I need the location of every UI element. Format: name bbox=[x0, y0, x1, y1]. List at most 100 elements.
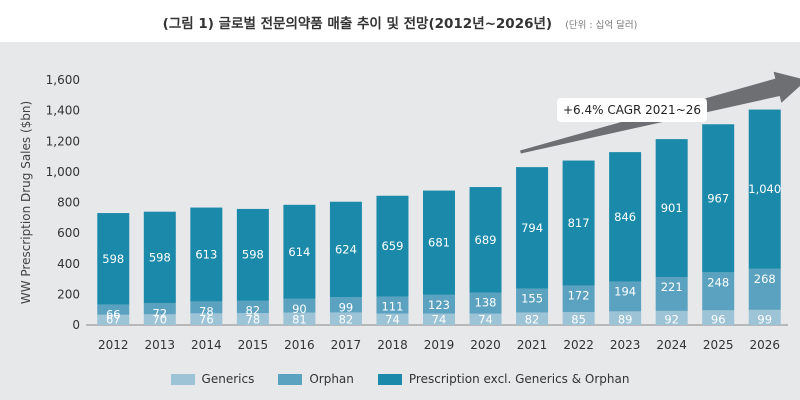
legend-label-orphan: Orphan bbox=[309, 372, 354, 386]
bar-segment-generics-2020 bbox=[469, 313, 502, 325]
x-tick-label: 2022 bbox=[563, 338, 594, 352]
bar-segment-prescription-2024 bbox=[655, 139, 688, 278]
bar-segment-prescription-2013 bbox=[143, 211, 176, 304]
bar-segment-generics-2021 bbox=[516, 312, 549, 325]
legend-item-prescription: Prescription excl. Generics & Orphan bbox=[377, 372, 630, 386]
legend-item-generics: Generics bbox=[170, 372, 254, 386]
legend-swatch-prescription bbox=[377, 373, 402, 385]
bar-segment-orphan-2014 bbox=[190, 301, 223, 314]
legend-swatch-orphan bbox=[278, 373, 303, 385]
x-tick-label: 2013 bbox=[145, 338, 176, 352]
data-label-orphan-2014: 78 bbox=[199, 304, 214, 318]
chart-title: (그림 1) 글로벌 전문의약품 매출 추이 및 전망(2012년~2026년) bbox=[162, 16, 553, 32]
bar-segment-orphan-2018 bbox=[376, 296, 409, 314]
bar-segment-prescription-2018 bbox=[376, 195, 409, 297]
bar-segment-prescription-2017 bbox=[329, 201, 362, 298]
bar-segment-generics-2024 bbox=[655, 310, 688, 325]
bar-segment-prescription-2015 bbox=[236, 208, 269, 301]
data-label-orphan-2016: 90 bbox=[292, 302, 307, 316]
bar-chart: 0 200 400 600 800 1,000 1,200 1,400 1,600 WW Pres… bbox=[19, 71, 800, 352]
data-label-generics-2017: 82 bbox=[339, 313, 354, 327]
data-label-prescription-2022: 817 bbox=[568, 216, 590, 230]
y-tick-label: 200 bbox=[57, 287, 80, 301]
bar-segment-generics-2019 bbox=[423, 313, 455, 325]
data-label-orphan-2013: 72 bbox=[152, 306, 167, 320]
bar-segment-orphan-2013 bbox=[143, 303, 176, 315]
data-label-prescription-2020: 689 bbox=[475, 233, 497, 247]
bar-segment-generics-2016 bbox=[283, 312, 316, 325]
bar-segment-orphan-2021 bbox=[516, 288, 549, 313]
bar-segment-generics-2023 bbox=[609, 311, 642, 325]
x-tick-label: 2016 bbox=[284, 338, 315, 352]
bar-segment-prescription-2022 bbox=[562, 160, 595, 286]
data-label-generics-2018: 74 bbox=[385, 313, 400, 327]
y-tick-label: 0 bbox=[72, 318, 80, 332]
x-tick-label: 2017 bbox=[331, 338, 362, 352]
bar-segment-orphan-2024 bbox=[655, 277, 688, 311]
legend: Generics Orphan Prescription excl. Gener… bbox=[0, 372, 800, 386]
bar-segment-orphan-2015 bbox=[236, 300, 269, 314]
cagr-label-box bbox=[557, 98, 707, 122]
x-tick-label: 2018 bbox=[377, 338, 408, 352]
y-axis-title: WW Prescription Drug Sales ($bn) bbox=[19, 101, 33, 304]
bar-segment-generics-2025 bbox=[702, 310, 735, 325]
bar-segment-orphan-2016 bbox=[283, 298, 316, 313]
cagr-label: +6.4% CAGR 2021~26 bbox=[563, 103, 701, 117]
data-label-prescription-2018: 659 bbox=[381, 239, 403, 253]
bar-segment-generics-2015 bbox=[236, 313, 269, 325]
data-label-generics-2021: 82 bbox=[525, 313, 540, 327]
x-tick-label: 2014 bbox=[191, 338, 222, 352]
x-tick-label: 2023 bbox=[610, 338, 641, 352]
legend-item-orphan: Orphan bbox=[278, 372, 354, 386]
data-label-prescription-2014: 613 bbox=[195, 247, 217, 261]
legend-label-prescription: Prescription excl. Generics & Orphan bbox=[408, 372, 630, 386]
data-label-prescription-2024: 901 bbox=[661, 201, 683, 215]
y-tick-label: 1,400 bbox=[46, 104, 80, 118]
data-label-prescription-2023: 846 bbox=[614, 210, 636, 224]
data-label-orphan-2017: 99 bbox=[339, 300, 354, 314]
data-label-orphan-2024: 221 bbox=[661, 280, 683, 294]
data-label-orphan-2026: 268 bbox=[754, 272, 776, 286]
x-tick-label: 2019 bbox=[424, 338, 455, 352]
data-label-generics-2025: 96 bbox=[711, 313, 726, 327]
y-tick-label: 400 bbox=[57, 257, 80, 271]
bar-segment-generics-2018 bbox=[376, 313, 409, 325]
data-label-orphan-2020: 138 bbox=[475, 296, 497, 310]
bar-segment-generics-2026 bbox=[748, 309, 781, 325]
chart-panel: 0 200 400 600 800 1,000 1,200 1,400 1,600 WW Pres… bbox=[0, 42, 800, 400]
data-label-orphan-2015: 82 bbox=[246, 304, 261, 318]
data-label-orphan-2019: 123 bbox=[428, 298, 450, 312]
data-label-prescription-2015: 598 bbox=[242, 248, 264, 262]
bar-segment-orphan-2019 bbox=[423, 294, 455, 314]
x-tick-label: 2021 bbox=[517, 338, 548, 352]
bar-segment-orphan-2023 bbox=[609, 281, 642, 312]
legend-swatch-generics bbox=[170, 373, 195, 385]
data-label-prescription-2017: 624 bbox=[335, 243, 357, 257]
bar-segment-orphan-2020 bbox=[469, 292, 502, 314]
data-label-prescription-2026: 1,040 bbox=[748, 182, 781, 196]
data-label-generics-2022: 85 bbox=[571, 313, 586, 327]
bar-segment-prescription-2026 bbox=[748, 109, 781, 269]
data-label-orphan-2021: 155 bbox=[521, 292, 543, 306]
data-label-prescription-2013: 598 bbox=[149, 250, 171, 264]
bar-segment-generics-2014 bbox=[190, 313, 223, 325]
bar-segment-orphan-2012 bbox=[97, 304, 130, 315]
data-label-generics-2015: 78 bbox=[246, 313, 261, 327]
bar-segment-generics-2017 bbox=[329, 312, 362, 325]
y-tick-label: 1,000 bbox=[46, 165, 80, 179]
bar-segment-prescription-2021 bbox=[516, 167, 549, 289]
x-tick-label: 2024 bbox=[656, 338, 687, 352]
x-tick-label: 2020 bbox=[470, 338, 501, 352]
data-label-generics-2023: 89 bbox=[618, 313, 633, 327]
x-tick-label: 2026 bbox=[749, 338, 780, 352]
data-label-generics-2014: 76 bbox=[199, 313, 214, 327]
bar-segment-generics-2013 bbox=[143, 314, 176, 325]
data-label-generics-2013: 70 bbox=[152, 313, 167, 327]
bar-segment-prescription-2014 bbox=[190, 207, 223, 302]
bar-segment-orphan-2025 bbox=[702, 272, 735, 311]
bar-segment-generics-2022 bbox=[562, 311, 595, 325]
title-row: (그림 1) 글로벌 전문의약품 매출 추이 및 전망(2012년~2026년)… bbox=[0, 12, 800, 32]
bar-segment-prescription-2019 bbox=[423, 190, 455, 295]
data-label-prescription-2012: 598 bbox=[102, 252, 124, 266]
data-label-prescription-2016: 614 bbox=[288, 245, 310, 259]
